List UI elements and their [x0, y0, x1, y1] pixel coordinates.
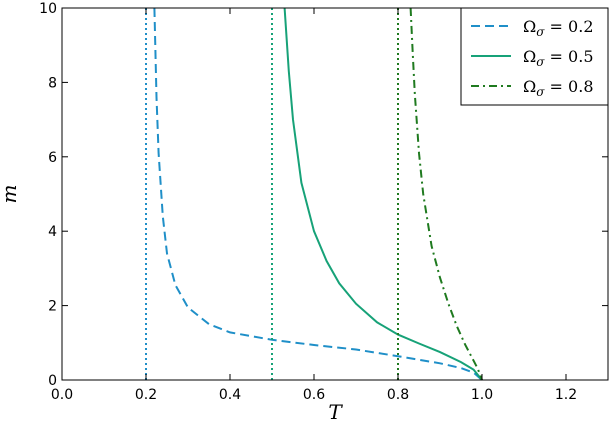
plot-area-frame	[61, 7, 609, 381]
x-tick-label: 0.6	[303, 387, 325, 403]
y-tick-label: 8	[48, 75, 57, 91]
y-tick-label: 6	[48, 150, 57, 166]
y-tick-label: 2	[48, 299, 57, 315]
x-axis-label: T	[328, 400, 343, 424]
y-tick-label: 10	[39, 1, 57, 17]
x-tick-label: 0.8	[387, 387, 409, 403]
legend-subscript: σ	[536, 25, 545, 39]
x-tick-label: 1.2	[555, 387, 577, 403]
legend-label-2: Ωσ = 0.5	[523, 47, 594, 69]
legend-label-1: Ωσ = 0.2	[523, 17, 594, 39]
legend: Ωσ = 0.2Ωσ = 0.5Ωσ = 0.8	[460, 7, 609, 106]
legend-symbol: Ω	[523, 17, 536, 36]
series-line-1	[153, 7, 483, 381]
legend-value: = 0.2	[544, 17, 593, 36]
series-line-3	[409, 7, 483, 381]
x-tick-label: 0.2	[135, 387, 157, 403]
series-layer	[145, 7, 483, 381]
x-tick-label: 0.0	[51, 387, 73, 403]
legend-label-3: Ωσ = 0.8	[523, 77, 594, 99]
y-tick-label: 0	[48, 373, 57, 389]
x-tick-label: 0.4	[219, 387, 241, 403]
legend-symbol: Ω	[523, 47, 536, 66]
legend-symbol: Ω	[523, 77, 536, 96]
legend-subscript: σ	[536, 55, 545, 69]
x-tick-label: 1.0	[471, 387, 493, 403]
legend-value: = 0.5	[544, 47, 593, 66]
ticks-layer: 0.0 0.2 0.4 0.6 0.8 1.0 1.2 0 2 4 6 8 10	[39, 1, 608, 403]
y-axis-label: m	[0, 185, 21, 204]
legend-subscript: σ	[536, 85, 545, 99]
y-tick-label: 4	[48, 224, 57, 240]
series-line-2	[283, 7, 483, 381]
legend-value: = 0.8	[544, 77, 593, 96]
